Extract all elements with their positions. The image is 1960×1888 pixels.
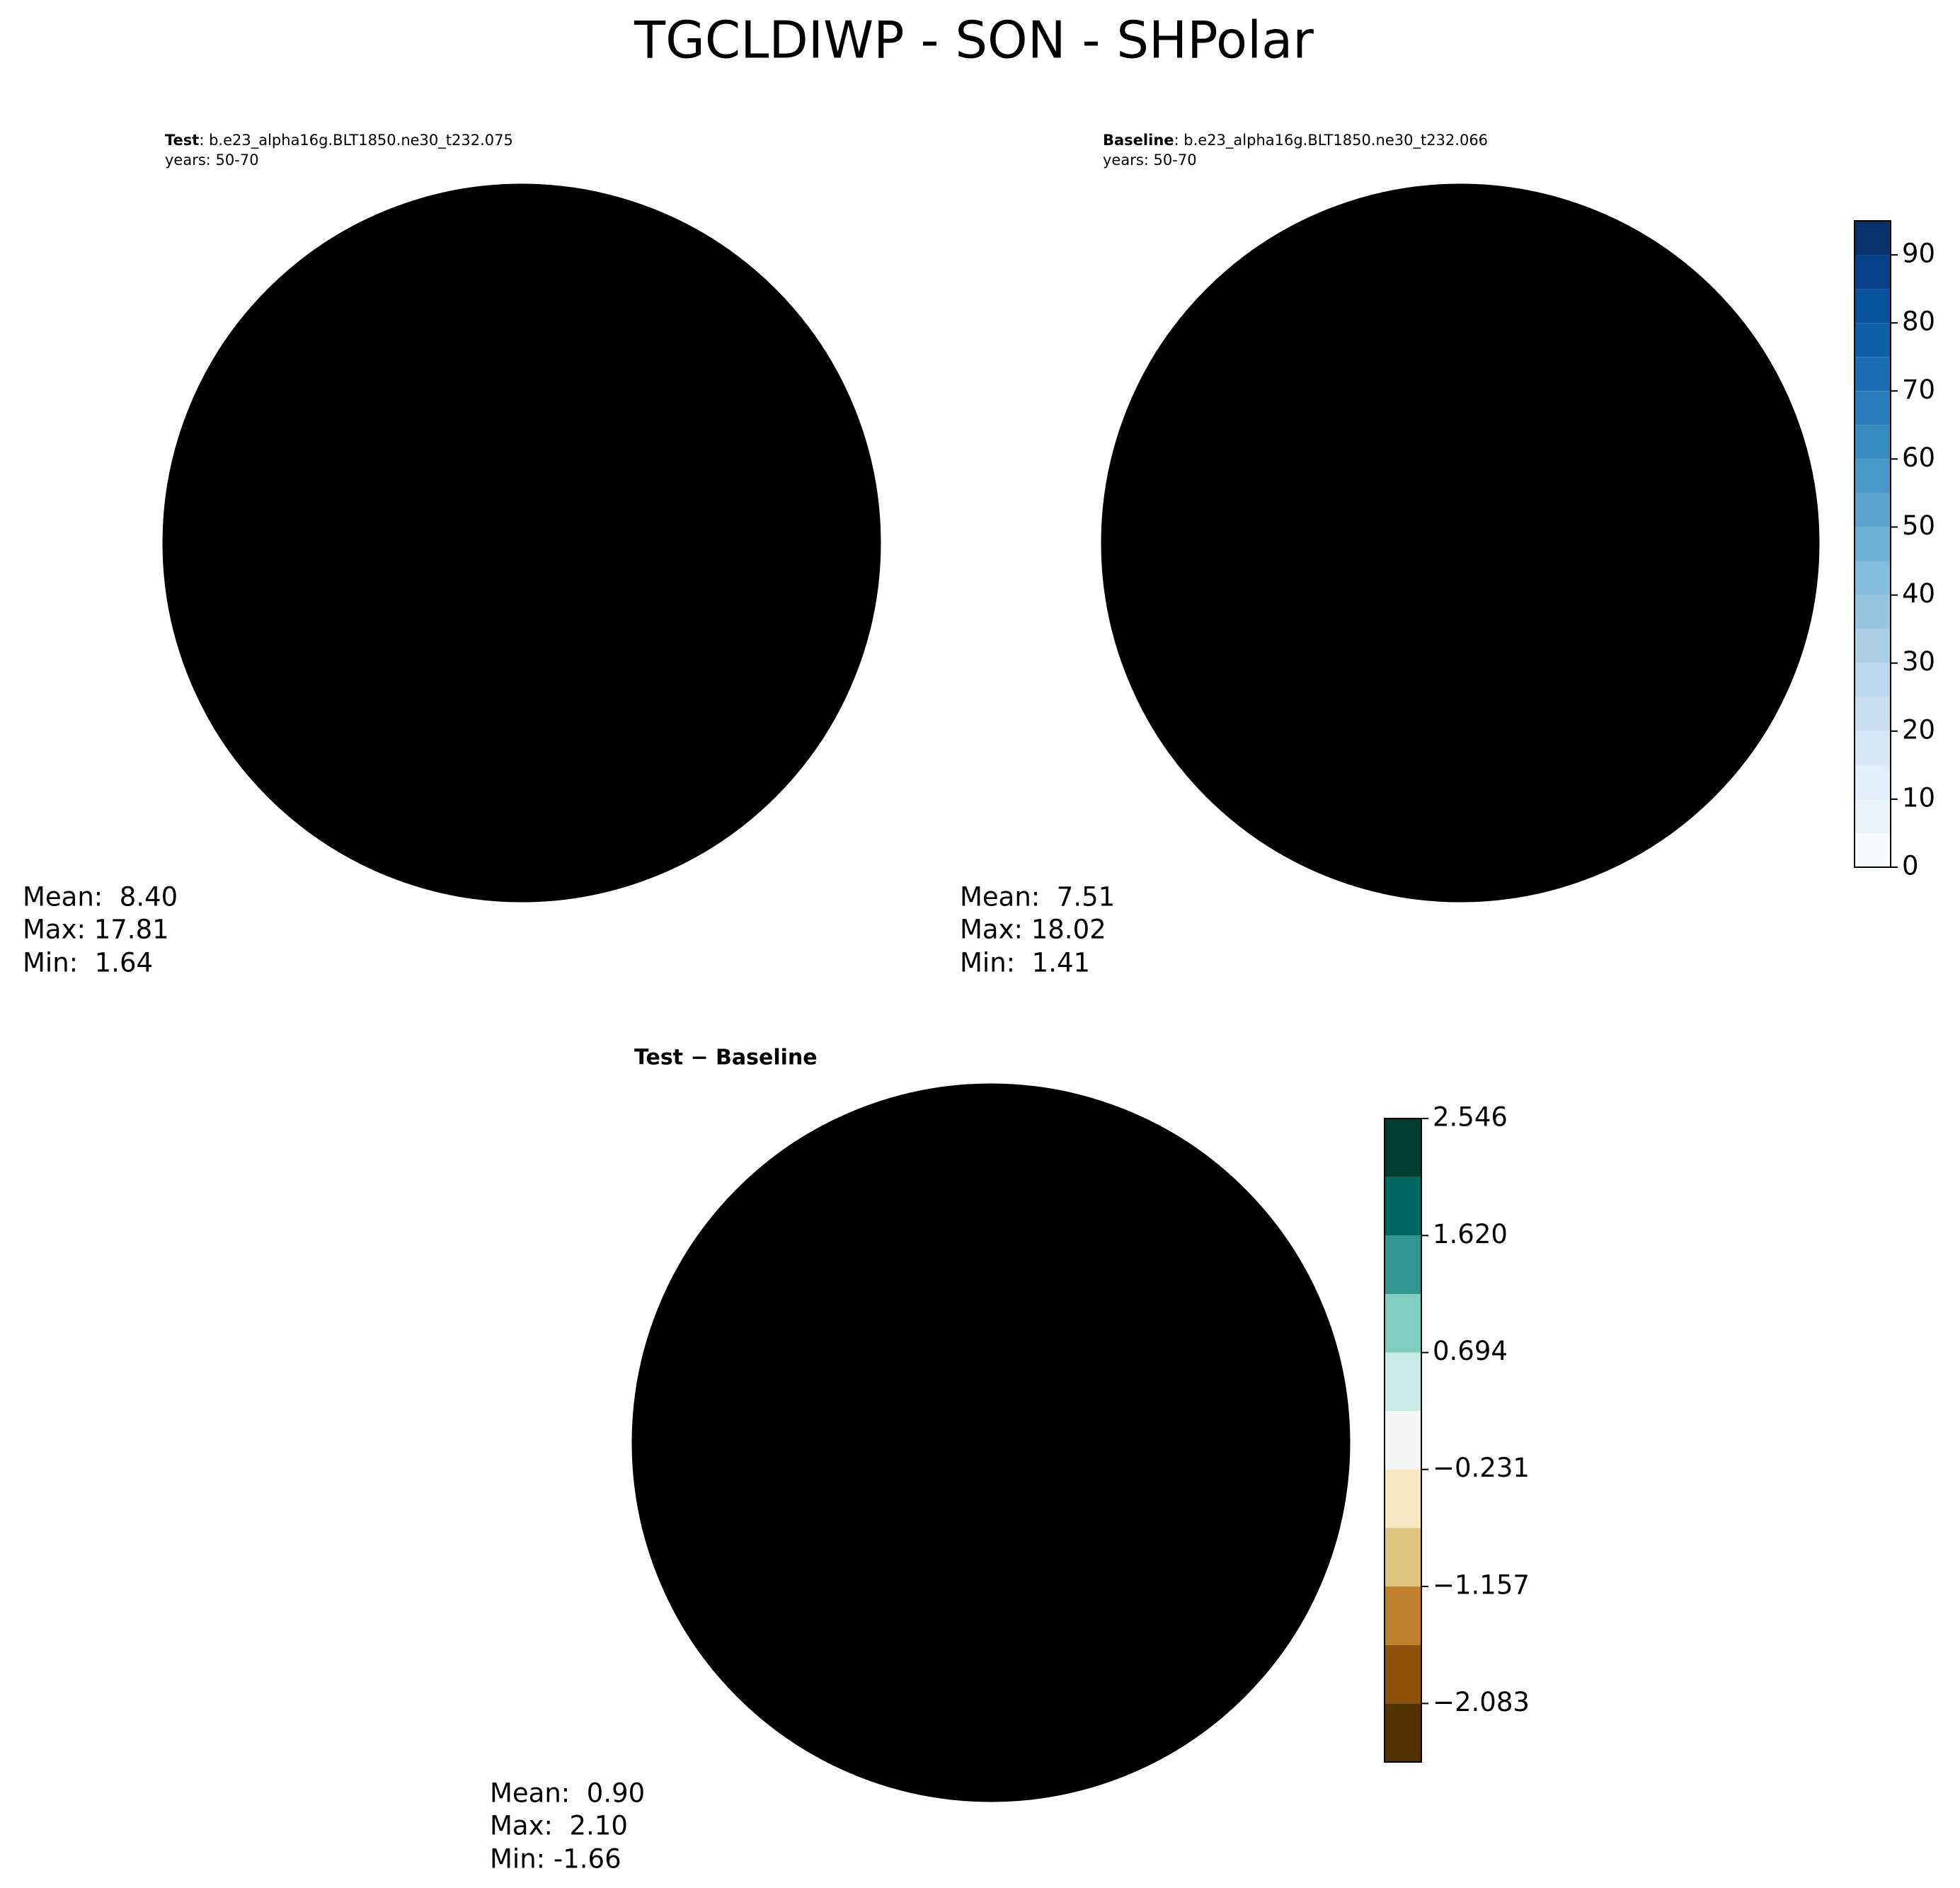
colorbar-band (1855, 527, 1891, 561)
map (164, 185, 880, 901)
colorbar-band (1855, 289, 1891, 324)
colorbar-tick-label: 40 (1902, 578, 1935, 609)
colorbar-band (1855, 629, 1891, 663)
colorbar-band (1855, 459, 1891, 493)
colorbar-band (1385, 1644, 1421, 1704)
stat: Mean: 0.90 (490, 1778, 645, 1809)
stat: Max: 17.81 (23, 915, 169, 945)
colorbar-tick-label: 10 (1902, 782, 1935, 813)
colorbar-tick-label: 1.620 (1433, 1219, 1508, 1249)
colorbar-band (1855, 799, 1891, 833)
colorbar-frame (1854, 220, 1891, 868)
colorbar-band (1855, 561, 1891, 595)
colorbar-tick-label: −0.231 (1433, 1453, 1530, 1483)
colorbar-tick-label: −2.083 (1433, 1687, 1530, 1717)
colorbar-band (1855, 357, 1891, 391)
colorbar-band (1855, 833, 1891, 867)
colorbar-tick-label: 90 (1902, 239, 1935, 269)
stat: Max: 2.10 (490, 1811, 628, 1841)
colorbar-band (1855, 697, 1891, 731)
years: years: 50-70 (1103, 151, 1197, 168)
map (1102, 185, 1818, 901)
colorbar-band (1855, 731, 1891, 765)
colorbar-tick-label: −1.157 (1433, 1570, 1530, 1601)
colorbar-tick-label: 30 (1902, 646, 1935, 677)
colorbar-frame (1384, 1118, 1422, 1763)
colorbar-tick-label: 20 (1902, 714, 1935, 745)
panel-label: Baseline (1103, 132, 1174, 149)
colorbar-band (1855, 221, 1891, 256)
stat: Mean: 7.51 (960, 882, 1115, 912)
colorbar-band (1385, 1411, 1421, 1470)
panel-header: Baseline: b.e23_alpha16g.BLT1850.ne30_t2… (1103, 132, 1488, 149)
panel-label: Test (165, 132, 199, 149)
colorbar-band (1855, 663, 1891, 697)
colorbar-band (1385, 1235, 1421, 1294)
colorbar-band (1385, 1293, 1421, 1353)
colorbar-band (1385, 1469, 1421, 1528)
colorbar-band (1385, 1119, 1421, 1177)
figure-title: TGCLDIWP - SON - SHPolar (634, 11, 1314, 70)
stat: Min: -1.66 (490, 1844, 621, 1875)
colorbar-band (1855, 493, 1891, 527)
colorbar-band (1385, 1352, 1421, 1412)
colorbar-tick-label: 0 (1902, 851, 1919, 881)
colorbar-band (1855, 425, 1891, 459)
colorbar-band (1855, 255, 1891, 290)
colorbar-band (1385, 1703, 1421, 1762)
colorbar-tick-label: 60 (1902, 442, 1935, 473)
panel-label: Test − Baseline (634, 1046, 818, 1070)
stat: Mean: 8.40 (23, 882, 178, 912)
colorbar-tick-label: 70 (1902, 374, 1935, 405)
case-name: : b.e23_alpha16g.BLT1850.ne30_t232.075 (199, 132, 513, 149)
colorbar-band (1855, 323, 1891, 357)
colorbar-band (1855, 765, 1891, 799)
colorbar-band (1855, 595, 1891, 629)
colorbar-tick-label: 50 (1902, 510, 1935, 541)
colorbar-tick-label: 0.694 (1433, 1336, 1508, 1366)
colorbar-band (1385, 1528, 1421, 1587)
stat: Min: 1.64 (23, 948, 153, 978)
stat: Max: 18.02 (960, 915, 1106, 945)
years: years: 50-70 (165, 151, 259, 168)
colorbar-band (1855, 391, 1891, 425)
colorbar-band (1385, 1177, 1421, 1236)
colorbar-tick-label: 2.546 (1433, 1102, 1508, 1133)
colorbar-tick-label: 80 (1902, 307, 1935, 337)
panel-header: Test: b.e23_alpha16g.BLT1850.ne30_t232.0… (165, 132, 513, 149)
stat: Min: 1.41 (960, 948, 1090, 978)
colorbar-band (1385, 1586, 1421, 1645)
map (633, 1085, 1349, 1801)
case-name: : b.e23_alpha16g.BLT1850.ne30_t232.066 (1174, 132, 1489, 149)
